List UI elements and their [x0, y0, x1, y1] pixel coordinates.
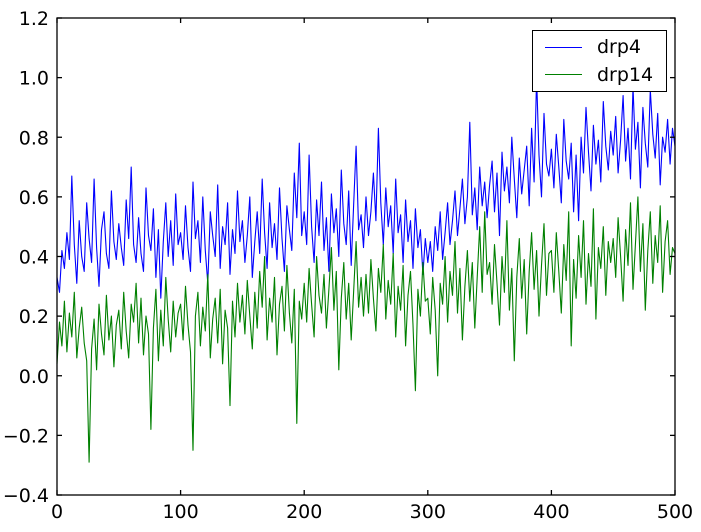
y-tick-label: −0.2: [3, 425, 49, 447]
y-tick-label: 1.0: [19, 68, 49, 90]
legend-line-sample-drp14: [545, 74, 582, 76]
x-tick-label: 100: [162, 501, 198, 523]
series-line-drp14: [56, 196, 676, 463]
x-tick-label: 400: [533, 501, 569, 523]
y-tick-label: 1.2: [19, 8, 49, 30]
legend-entry-drp4: drp4: [545, 35, 656, 58]
x-tick-label: 500: [657, 501, 693, 523]
legend-label: drp4: [597, 35, 642, 58]
y-tick-label: 0.0: [19, 366, 49, 388]
y-tick-label: 0.6: [19, 187, 49, 209]
series-line-drp4: [56, 77, 676, 299]
x-tick-label: 200: [286, 501, 322, 523]
legend-label: drp14: [597, 63, 654, 86]
y-tick-label: 0.4: [19, 247, 49, 269]
legend-line-sample-drp4: [545, 46, 582, 48]
x-tick-label: 300: [410, 501, 446, 523]
y-tick-label: 0.2: [19, 306, 49, 328]
legend: drp4 drp14: [532, 30, 667, 92]
x-tick-label: 0: [51, 501, 63, 523]
y-tick-label: −0.4: [3, 485, 49, 507]
legend-entry-drp14: drp14: [545, 63, 656, 86]
y-tick-label: 0.8: [19, 127, 49, 149]
